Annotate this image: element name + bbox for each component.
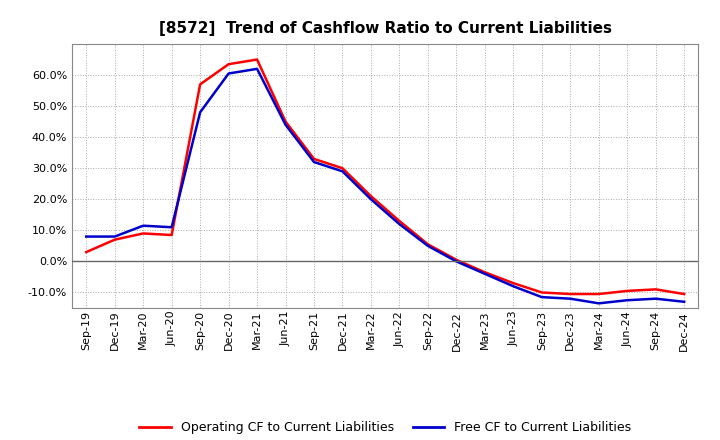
Operating CF to Current Liabilities (282, 119, 290, 124)
Free CF to Current Liabilities (680, 299, 688, 304)
Operating CF to Current Liabilities (452, 257, 461, 263)
Operating CF to Current Liabilities (566, 291, 575, 297)
Free CF to Current Liabilities (595, 301, 603, 306)
Operating CF to Current Liabilities (395, 218, 404, 224)
Free CF to Current Liabilities (395, 221, 404, 227)
Free CF to Current Liabilities (566, 296, 575, 301)
Operating CF to Current Liabilities (480, 270, 489, 275)
Free CF to Current Liabilities (452, 259, 461, 264)
Free CF to Current Liabilities (110, 234, 119, 239)
Operating CF to Current Liabilities (167, 232, 176, 238)
Line: Free CF to Current Liabilities: Free CF to Current Liabilities (86, 69, 684, 303)
Free CF to Current Liabilities (196, 110, 204, 115)
Free CF to Current Liabilities (338, 169, 347, 174)
Free CF to Current Liabilities (139, 223, 148, 228)
Free CF to Current Liabilities (253, 66, 261, 71)
Free CF to Current Liabilities (652, 296, 660, 301)
Operating CF to Current Liabilities (623, 288, 631, 293)
Operating CF to Current Liabilities (652, 287, 660, 292)
Line: Operating CF to Current Liabilities: Operating CF to Current Liabilities (86, 59, 684, 294)
Free CF to Current Liabilities (623, 297, 631, 303)
Free CF to Current Liabilities (167, 224, 176, 230)
Operating CF to Current Liabilities (680, 291, 688, 297)
Free CF to Current Liabilities (225, 71, 233, 76)
Free CF to Current Liabilities (82, 234, 91, 239)
Operating CF to Current Liabilities (595, 291, 603, 297)
Operating CF to Current Liabilities (225, 62, 233, 67)
Free CF to Current Liabilities (537, 294, 546, 300)
Operating CF to Current Liabilities (366, 194, 375, 199)
Operating CF to Current Liabilities (537, 290, 546, 295)
Operating CF to Current Liabilities (110, 237, 119, 242)
Operating CF to Current Liabilities (253, 57, 261, 62)
Operating CF to Current Liabilities (196, 82, 204, 87)
Operating CF to Current Liabilities (82, 249, 91, 255)
Operating CF to Current Liabilities (310, 156, 318, 161)
Free CF to Current Liabilities (282, 122, 290, 128)
Operating CF to Current Liabilities (139, 231, 148, 236)
Free CF to Current Liabilities (423, 243, 432, 249)
Title: [8572]  Trend of Cashflow Ratio to Current Liabilities: [8572] Trend of Cashflow Ratio to Curren… (158, 21, 612, 36)
Free CF to Current Liabilities (509, 284, 518, 289)
Operating CF to Current Liabilities (338, 165, 347, 171)
Free CF to Current Liabilities (480, 271, 489, 276)
Free CF to Current Liabilities (310, 159, 318, 165)
Free CF to Current Liabilities (366, 197, 375, 202)
Legend: Operating CF to Current Liabilities, Free CF to Current Liabilities: Operating CF to Current Liabilities, Fre… (135, 416, 636, 439)
Operating CF to Current Liabilities (509, 281, 518, 286)
Operating CF to Current Liabilities (423, 242, 432, 247)
